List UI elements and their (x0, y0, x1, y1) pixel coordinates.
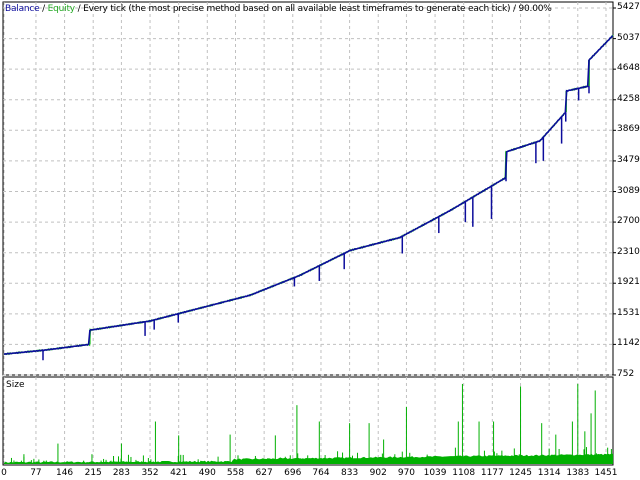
y-tick-label: 3089 (617, 185, 640, 196)
x-tick-label: 77 (30, 468, 42, 478)
x-tick-label: 146 (55, 468, 74, 478)
x-tick-label: 970 (397, 468, 416, 478)
x-tick-label: 833 (341, 468, 359, 478)
x-tick-label: 558 (226, 468, 245, 478)
y-tick-label: 4258 (617, 93, 640, 104)
y-tick-label: 1142 (617, 338, 640, 349)
y-tick-label: 752 (617, 369, 635, 379)
legend-sep: / (510, 4, 519, 14)
x-tick-label: 1245 (509, 468, 532, 478)
y-tick-label: 3479 (617, 154, 640, 165)
x-tick-label: 627 (255, 468, 273, 478)
legend-balance: Balance (5, 4, 40, 14)
x-tick-label: 696 (284, 468, 302, 478)
y-tick-label: 3869 (617, 124, 640, 135)
size-plot-frame (2, 376, 614, 466)
x-tick-label: 283 (112, 468, 130, 478)
y-tick-label: 5037 (617, 32, 640, 43)
legend-quality: 90.00% (518, 4, 552, 14)
chart-legend: Balance / Equity / Every tick (the most … (5, 4, 552, 14)
legend-equity: Equity (47, 4, 75, 14)
legend-sep: / (74, 4, 84, 14)
x-tick-label: 352 (141, 468, 159, 478)
x-tick-label: 764 (312, 468, 330, 478)
legend-sep: / (39, 4, 48, 14)
balance-line (3, 35, 614, 355)
legend-description: Every tick (the most precise method base… (83, 4, 511, 14)
x-tick-label: 1451 (594, 468, 618, 478)
x-tick-label: 1177 (480, 468, 504, 478)
x-tick-label: 0 (1, 468, 7, 478)
size-baseline-area (4, 453, 614, 464)
y-tick-label: 2310 (617, 246, 640, 257)
x-tick-label: 1108 (452, 468, 476, 478)
x-tick-label: 490 (198, 468, 216, 478)
x-tick-label: 1314 (537, 468, 561, 478)
y-tick-label: 2700 (617, 216, 640, 227)
x-tick-label: 1039 (423, 468, 447, 478)
y-tick-label: 1531 (617, 307, 640, 318)
x-tick-label: 902 (369, 468, 387, 478)
x-tick-label: 421 (170, 468, 188, 478)
y-tick-label: 4648 (617, 63, 640, 74)
size-chart-title: Size (6, 380, 25, 390)
y-tick-label: 1921 (617, 277, 640, 288)
x-tick-label: 215 (84, 468, 102, 478)
y-tick-label: 5427 (617, 2, 640, 12)
x-tick-label: 1383 (566, 468, 590, 478)
main-plot-frame (2, 1, 614, 376)
